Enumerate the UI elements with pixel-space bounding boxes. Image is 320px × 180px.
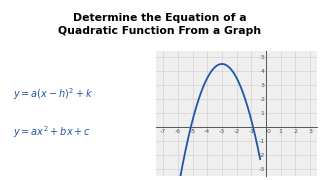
Text: 0: 0 xyxy=(267,129,271,134)
Text: Determine the Equation of a
Quadratic Function From a Graph: Determine the Equation of a Quadratic Fu… xyxy=(59,13,261,36)
Text: $y = ax^2 + bx + c$: $y = ax^2 + bx + c$ xyxy=(13,124,91,140)
Text: $y = a(x - h)^2 + k$: $y = a(x - h)^2 + k$ xyxy=(13,86,93,102)
